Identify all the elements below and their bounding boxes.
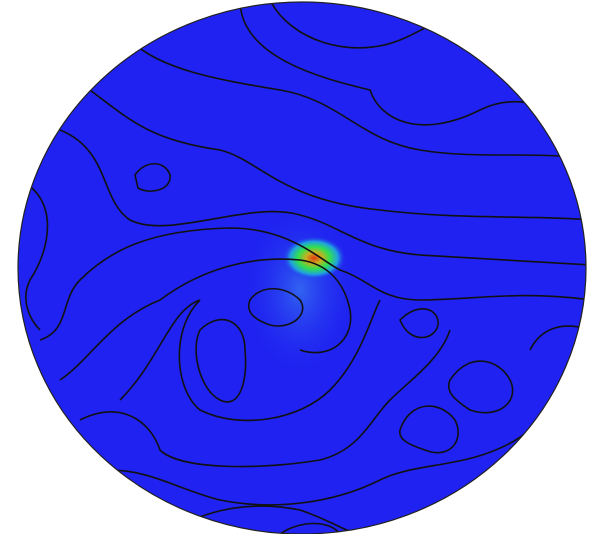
field-map <box>0 0 591 534</box>
glow <box>240 200 360 380</box>
page <box>0 0 591 534</box>
hot-spot <box>282 236 346 280</box>
